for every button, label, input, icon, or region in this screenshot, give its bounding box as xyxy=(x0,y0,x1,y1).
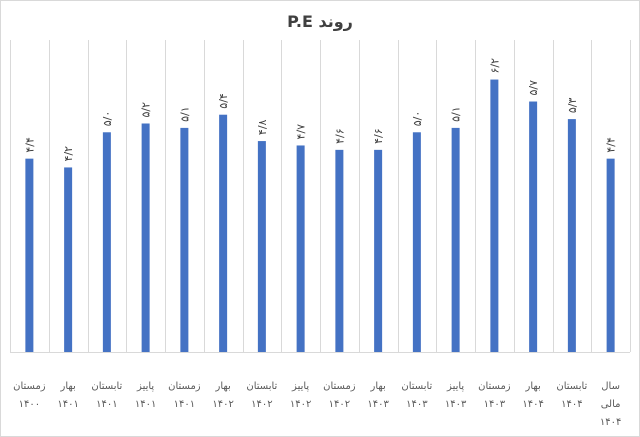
data-label: ۴/۴ xyxy=(23,137,36,153)
data-label: ۵/۱ xyxy=(178,106,191,122)
category-label: ۱۴۰۰ xyxy=(19,399,40,410)
category-label: ۱۴۰۱ xyxy=(174,399,195,410)
bar xyxy=(451,127,460,352)
category-label: زمستان xyxy=(323,381,356,392)
category-label: زمستان xyxy=(168,381,201,392)
category-label: ۱۴۰۲ xyxy=(290,399,311,410)
category-label: ۱۴۰۲ xyxy=(212,399,233,410)
bar xyxy=(567,119,576,352)
bar xyxy=(180,127,189,352)
data-label: ۴/۶ xyxy=(333,128,346,144)
data-label: ۵/۴ xyxy=(217,93,230,109)
bar xyxy=(64,167,73,352)
category-label: بهار xyxy=(369,381,385,392)
data-label: ۴/۸ xyxy=(256,119,269,135)
category-label: ۱۴۰۱ xyxy=(96,399,117,410)
chart-title: روند P.E xyxy=(287,12,353,31)
bar xyxy=(335,149,344,352)
category-label: ۱۴۰۳ xyxy=(445,399,467,410)
category-label: ۱۴۰۱ xyxy=(135,399,156,410)
category-label: ۱۴۰۴ xyxy=(522,399,543,410)
category-label: بهار xyxy=(59,381,75,392)
bar xyxy=(529,101,538,353)
data-label: ۵/۱ xyxy=(450,106,463,122)
data-label: ۴/۶ xyxy=(372,128,385,144)
category-label: ۱۴۰۳ xyxy=(484,399,506,410)
category-label: تابستان xyxy=(91,381,122,392)
data-label: ۵/۳ xyxy=(566,97,579,113)
category-label: ۱۴۰۳ xyxy=(406,399,428,410)
category-label: تابستان xyxy=(246,381,277,392)
category-label: ۱۴۰۴ xyxy=(561,399,582,410)
data-label: ۵/۷ xyxy=(527,80,540,96)
category-label: ۱۴۰۲ xyxy=(251,399,272,410)
category-label: پاییز xyxy=(446,381,464,392)
category-label: پاییز xyxy=(136,381,154,392)
data-label: ۴/۲ xyxy=(62,146,75,162)
category-label: بهار xyxy=(214,381,230,392)
data-label: ۶/۲ xyxy=(488,58,501,74)
bar xyxy=(606,158,615,352)
category-label: بهار xyxy=(524,381,540,392)
category-label: تابستان xyxy=(556,381,587,392)
category-label: زمستان xyxy=(478,381,511,392)
data-label: ۵/۲ xyxy=(140,102,153,118)
bar xyxy=(412,132,421,352)
category-label: سال xyxy=(601,381,620,392)
bar xyxy=(296,145,305,352)
bar xyxy=(219,114,228,352)
bar xyxy=(141,123,150,353)
category-label: ۱۴۰۴ xyxy=(600,417,621,428)
category-label: ۱۴۰۳ xyxy=(367,399,389,410)
bar xyxy=(490,79,499,353)
category-label: زمستان xyxy=(13,381,46,392)
category-label: مالی xyxy=(601,399,621,410)
bar xyxy=(374,149,383,352)
data-label: ۴/۴ xyxy=(605,137,618,153)
category-label: ۱۴۰۲ xyxy=(329,399,350,410)
data-label: ۵/۰ xyxy=(101,111,114,127)
data-label: ۵/۰ xyxy=(411,111,424,127)
category-label: پاییز xyxy=(291,381,309,392)
bar xyxy=(25,158,34,352)
bar xyxy=(257,141,266,352)
category-label: تابستان xyxy=(401,381,432,392)
bar xyxy=(102,132,111,352)
data-label: ۴/۷ xyxy=(295,124,308,140)
category-label: ۱۴۰۱ xyxy=(57,399,78,410)
